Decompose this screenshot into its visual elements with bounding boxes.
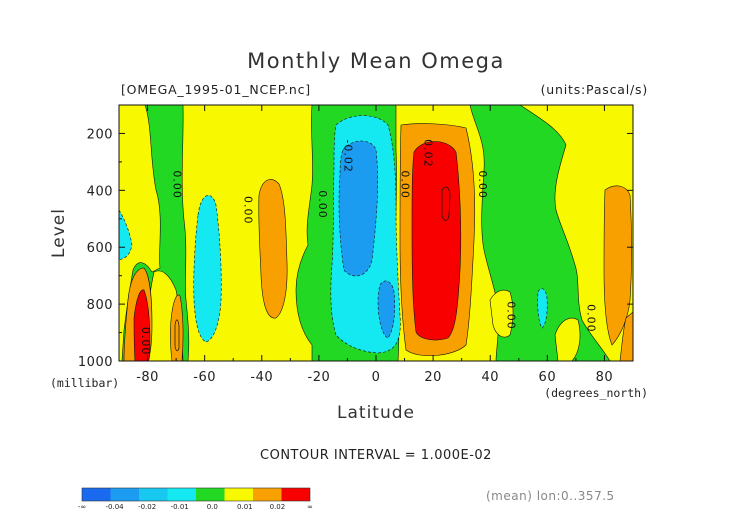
- colorbar-swatch: [253, 488, 282, 501]
- x-tick-label: -20: [308, 370, 331, 385]
- field-cyan: [193, 195, 222, 343]
- chart-title: Monthly Mean Omega: [247, 49, 505, 73]
- field-red: [411, 141, 462, 341]
- x-tick-label: 0: [372, 370, 381, 385]
- x-tick-label: 60: [539, 370, 557, 385]
- field-yellow: [554, 317, 581, 361]
- contour-label: -0.02: [342, 139, 355, 172]
- file-label: [OMEGA_1995-01_NCEP.nc]: [121, 82, 311, 97]
- y-tick-label: 200: [87, 127, 113, 142]
- contour-label: 0.00: [399, 170, 412, 199]
- field-orange: [170, 294, 184, 361]
- colorbar-label: -0.04: [106, 503, 125, 511]
- colorbar-label: 0.0: [207, 503, 218, 511]
- x-axis-title: Latitude: [337, 403, 415, 423]
- y-tick-label: 400: [87, 184, 113, 199]
- y-tick-label: 1000: [78, 355, 113, 370]
- contour-field: [119, 105, 633, 361]
- colorbar-swatch: [167, 488, 196, 501]
- contour-line-orange-core: [174, 319, 180, 352]
- x-tick-label: -80: [136, 370, 159, 385]
- colorbar-swatch: [139, 488, 168, 501]
- colorbar: -∞ -0.04 -0.02 -0.01 0.0 0.01 0.02 ∞: [78, 487, 313, 511]
- colorbar-frame: [81, 487, 311, 502]
- colorbar-label: ∞: [307, 503, 313, 511]
- colorbar-label: -0.01: [171, 503, 189, 511]
- y-tick-label: 600: [87, 241, 113, 256]
- field-blue: [377, 280, 396, 339]
- x-axis-unit: (degrees_north): [544, 386, 648, 400]
- y-axis-unit: (millibar): [50, 376, 119, 390]
- field-cyan: [537, 288, 548, 329]
- contour-label: 0.02: [422, 139, 435, 168]
- contour-label: 0.00: [242, 196, 255, 225]
- contour-label: 0.00: [504, 301, 517, 330]
- contour-label: 0.00: [139, 327, 152, 356]
- x-tick-label: 40: [481, 370, 499, 385]
- colorbar-label: 0.01: [237, 503, 253, 511]
- contour-label: 0.00: [584, 304, 597, 333]
- field-orange: [603, 185, 632, 346]
- colorbar-swatch: [110, 488, 139, 501]
- field-red: [133, 289, 151, 361]
- y-tick-label: 800: [87, 298, 113, 313]
- contour-label: 0.00: [316, 190, 329, 219]
- contour-label: 0.00: [170, 170, 183, 199]
- y-axis-title: Level: [49, 208, 69, 258]
- x-tick-label: 80: [596, 370, 614, 385]
- colorbar-label: 0.02: [270, 503, 286, 511]
- colorbar-label: -0.02: [138, 503, 156, 511]
- contour-interval: CONTOUR INTERVAL = 1.000E-02: [260, 448, 492, 463]
- contour-line-red-core: [441, 186, 451, 221]
- colorbar-swatch: [281, 488, 310, 501]
- x-tick-label: 20: [424, 370, 442, 385]
- field-yellow: [489, 289, 514, 338]
- colorbar-swatch: [196, 488, 225, 501]
- field-blue: [338, 140, 378, 277]
- contour-label: 0.00: [476, 170, 489, 199]
- colorbar-label: -∞: [78, 503, 86, 511]
- x-axis: -80 -60 -40 -20 0 20 40 60 80: [118, 105, 634, 385]
- x-tick-label: -60: [193, 370, 216, 385]
- field-orange: [619, 311, 633, 361]
- contour-labels: 0.00 0.00 0.00 -0.02 0.00 0.02 0.00 0.00 0.00 0.0…: [139, 139, 597, 355]
- units-label: (units:Pascal/s): [541, 82, 648, 97]
- colorbar-swatch: [224, 488, 253, 501]
- footer-mean-lon: (mean) lon:0..357.5: [486, 489, 615, 503]
- x-tick-label: -40: [250, 370, 273, 385]
- field-orange: [258, 179, 288, 319]
- colorbar-swatch: [82, 488, 111, 501]
- field-yellow: [119, 105, 161, 361]
- y-axis: 200 400 600 800 1000: [78, 104, 633, 370]
